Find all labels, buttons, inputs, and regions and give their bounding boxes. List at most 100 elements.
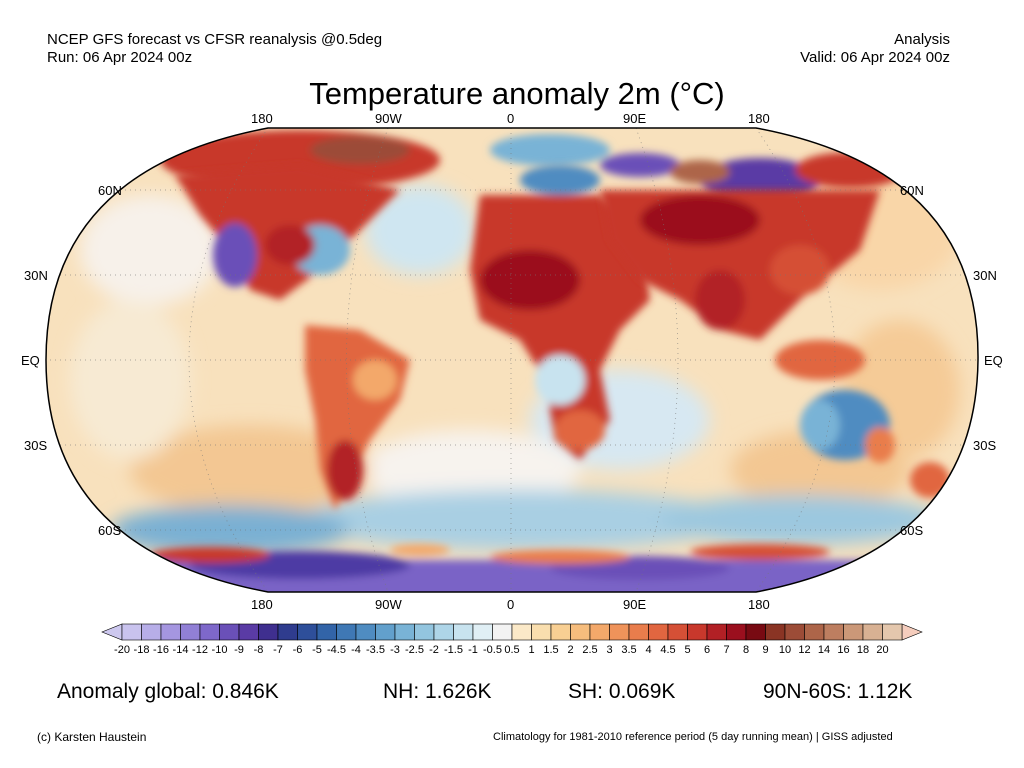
- colorbar-swatch: [258, 623, 279, 641]
- colorbar-swatch: [823, 623, 844, 641]
- colorbar-swatch: [375, 623, 396, 641]
- colorbar-tick-label: -0.5: [483, 644, 502, 656]
- colorbar-swatch: [394, 623, 415, 641]
- colorbar-swatch: [336, 623, 357, 641]
- top-lon-label: 180: [748, 111, 770, 126]
- bottom-lon-label: 0: [507, 597, 515, 612]
- colorbar-swatch: [726, 623, 747, 641]
- colorbar-swatch: [511, 623, 532, 641]
- colorbar-tick-label: -2: [429, 644, 439, 656]
- left-lat-label: 30N: [24, 268, 48, 283]
- colorbar-tick-label: 4: [645, 644, 651, 656]
- left-lat-label: 60N: [98, 183, 122, 198]
- colorbar-swatch: [121, 623, 142, 641]
- colorbar-tick-label: 1.5: [543, 644, 558, 656]
- colorbar-swatch: [765, 623, 786, 641]
- colorbar-tick-label: -5: [312, 644, 322, 656]
- colorbar-tick-label: -1.5: [444, 644, 463, 656]
- colorbar-tick-label: -1: [468, 644, 478, 656]
- header-run-time: Run: 06 Apr 2024 00z: [47, 49, 193, 66]
- colorbar-swatch: [687, 623, 708, 641]
- colorbar-tick-label: -8: [254, 644, 264, 656]
- colorbar-swatch: [219, 623, 240, 641]
- colorbar-tick-label: 4.5: [660, 644, 675, 656]
- colorbar-tick-label: -3.5: [366, 644, 385, 656]
- colorbar-swatch: [862, 623, 883, 641]
- header-valid-time: Valid: 06 Apr 2024 00z: [800, 49, 950, 66]
- bottom-lon-label: 90E: [623, 597, 647, 612]
- stat-polar: 90N-60S: 1.12K: [763, 680, 913, 703]
- colorbar-tick-label: 0.5: [504, 644, 519, 656]
- colorbar-tick-label: 2.5: [582, 644, 597, 656]
- top-lon-label: 0: [507, 111, 515, 126]
- colorbar-max-arrow: [901, 623, 923, 641]
- colorbar-swatch: [355, 623, 376, 641]
- stat-sh: SH: 0.069K: [568, 680, 676, 703]
- footer-copyright: (c) Karsten Haustein: [37, 730, 147, 744]
- colorbar-swatch: [277, 623, 298, 641]
- colorbar-swatch: [648, 623, 669, 641]
- colorbar-swatch: [784, 623, 805, 641]
- right-lat-label: 30N: [973, 268, 997, 283]
- colorbar-tick-label: 9: [762, 644, 768, 656]
- colorbar-swatch: [804, 623, 825, 641]
- map-field: [46, 128, 979, 592]
- colorbar-tick-label: -18: [134, 644, 150, 656]
- colorbar-swatch: [609, 623, 630, 641]
- colorbar-tick-label: -14: [173, 644, 189, 656]
- colorbar-tick-label: 16: [837, 644, 849, 656]
- colorbar-tick-label: -4: [351, 644, 361, 656]
- colorbar-tick-label: 1: [528, 644, 534, 656]
- colorbar-swatch: [882, 623, 903, 641]
- colorbar-tick-label: -3: [390, 644, 400, 656]
- colorbar-swatch: [433, 623, 454, 641]
- colorbar-tick-label: 18: [857, 644, 869, 656]
- stat-nh: NH: 1.626K: [383, 680, 492, 703]
- bottom-lon-label: 90W: [375, 597, 402, 612]
- header-model-info: NCEP GFS forecast vs CFSR reanalysis @0.…: [47, 31, 383, 48]
- left-lat-label: 60S: [98, 523, 122, 538]
- colorbar-tick-label: 20: [876, 644, 888, 656]
- colorbar-min-arrow: [101, 623, 123, 641]
- bottom-lon-label: 180: [251, 597, 273, 612]
- colorbar-tick-label: 3.5: [621, 644, 636, 656]
- colorbar-swatch: [414, 623, 435, 641]
- colorbar: -20 -18 -16 -14 -12 -10 -9 -8 -7 -6 -5 -4.5 -4 -3.5 -3…: [101, 623, 923, 656]
- colorbar-tick-label: -2.5: [405, 644, 424, 656]
- map-border: [45, 127, 979, 593]
- colorbar-tick-label: 10: [779, 644, 791, 656]
- right-lat-label: 60S: [900, 523, 924, 538]
- colorbar-swatch: [472, 623, 493, 641]
- colorbar-swatch: [667, 623, 688, 641]
- colorbar-tick-label: -20: [114, 644, 130, 656]
- right-lat-label: 60N: [900, 183, 924, 198]
- map-title: Temperature anomaly 2m (°C): [309, 76, 725, 111]
- colorbar-tick-label: 7: [723, 644, 729, 656]
- left-lat-label: 30S: [24, 438, 48, 453]
- colorbar-tick-label: -6: [293, 644, 303, 656]
- top-lon-label: 180: [251, 111, 273, 126]
- colorbar-tick-label: -16: [153, 644, 169, 656]
- colorbar-swatch: [453, 623, 474, 641]
- bottom-lon-label: 180: [748, 597, 770, 612]
- top-lon-label: 90E: [623, 111, 647, 126]
- top-lon-label: 90W: [375, 111, 402, 126]
- colorbar-tick-label: -7: [273, 644, 283, 656]
- colorbar-swatch: [238, 623, 259, 641]
- colorbar-tick-label: 3: [606, 644, 612, 656]
- colorbar-swatch: [550, 623, 571, 641]
- colorbar-swatch: [141, 623, 162, 641]
- colorbar-tick-label: 12: [798, 644, 810, 656]
- colorbar-swatch: [570, 623, 591, 641]
- stat-global: Anomaly global: 0.846K: [57, 680, 279, 703]
- colorbar-swatch: [160, 623, 181, 641]
- colorbar-tick-label: -4.5: [327, 644, 346, 656]
- colorbar-swatch: [180, 623, 201, 641]
- colorbar-tick-label: 2: [567, 644, 573, 656]
- right-lat-label: EQ: [984, 353, 1003, 368]
- colorbar-tick-label: -12: [192, 644, 208, 656]
- footer-climatology-note: Climatology for 1981-2010 reference peri…: [493, 731, 893, 743]
- colorbar-swatch: [628, 623, 649, 641]
- colorbar-swatch: [297, 623, 318, 641]
- colorbar-tick-label: -9: [234, 644, 244, 656]
